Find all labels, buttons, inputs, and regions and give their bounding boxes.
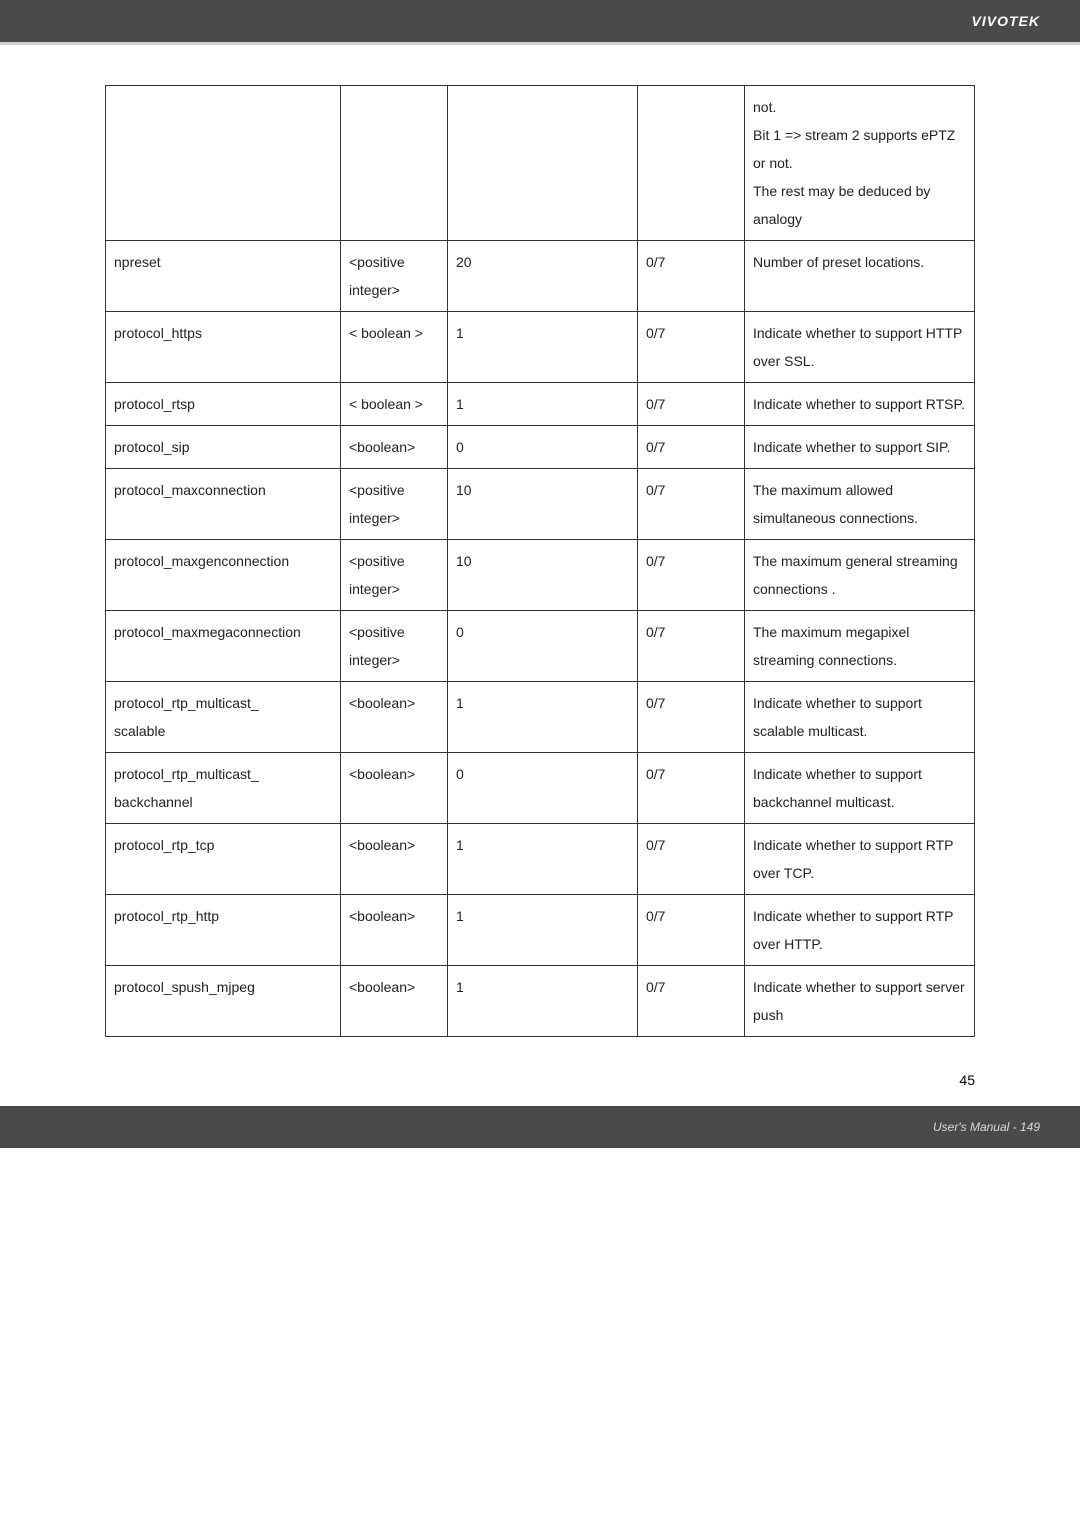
table-cell [106,86,341,241]
table-cell: protocol_maxmegaconnection [106,611,341,682]
table-cell: 1 [448,312,638,383]
table-cell: 0/7 [638,895,745,966]
table-cell: The maximum allowed simultaneous connect… [745,469,975,540]
table-cell: <boolean> [341,824,448,895]
table-cell: Indicate whether to support server push [745,966,975,1037]
table-cell: 0 [448,426,638,469]
table-row: protocol_spush_mjpeg<boolean>10/7Indicat… [106,966,975,1037]
table-cell: protocol_maxgenconnection [106,540,341,611]
table-row: protocol_rtp_http<boolean>10/7Indicate w… [106,895,975,966]
table-cell: <boolean> [341,753,448,824]
table-cell [448,86,638,241]
footer-text: User's Manual - 149 [933,1120,1040,1134]
table-cell: protocol_rtsp [106,383,341,426]
table-cell: 1 [448,383,638,426]
table-cell: The maximum megapixel streaming connecti… [745,611,975,682]
table-cell: Indicate whether to support SIP. [745,426,975,469]
table-cell: <boolean> [341,682,448,753]
table-cell: Indicate whether to support backchannel … [745,753,975,824]
table-row: protocol_rtp_multicast_ scalable<boolean… [106,682,975,753]
table-row: protocol_rtp_multicast_ backchannel<bool… [106,753,975,824]
table-row: protocol_https< boolean >10/7Indicate wh… [106,312,975,383]
table-cell: 0/7 [638,540,745,611]
table-cell: not. Bit 1 => stream 2 supports ePTZ or … [745,86,975,241]
table-row: protocol_maxconnection<positive integer>… [106,469,975,540]
table-cell: 0/7 [638,824,745,895]
table-cell: <boolean> [341,966,448,1037]
table-cell: 0/7 [638,383,745,426]
table-cell: 20 [448,241,638,312]
table-cell [638,86,745,241]
table-cell: protocol_rtp_http [106,895,341,966]
brand-text: VIVOTEK [972,13,1040,29]
table-cell: <boolean> [341,426,448,469]
table-cell: 1 [448,966,638,1037]
table-row: npreset<positive integer>200/7Number of … [106,241,975,312]
table-cell: < boolean > [341,312,448,383]
table-cell: 1 [448,682,638,753]
table-cell: <positive integer> [341,469,448,540]
table-cell: 1 [448,895,638,966]
table-cell: 0/7 [638,469,745,540]
table-cell: protocol_rtp_multicast_ scalable [106,682,341,753]
table-cell: 0/7 [638,241,745,312]
table-cell: 10 [448,540,638,611]
table-row: protocol_sip<boolean>00/7Indicate whethe… [106,426,975,469]
table-cell: <positive integer> [341,611,448,682]
header-bar: VIVOTEK [0,0,1080,42]
table-cell: 10 [448,469,638,540]
table-row: protocol_rtp_tcp<boolean>10/7Indicate wh… [106,824,975,895]
table-cell [341,86,448,241]
table-cell: 0/7 [638,682,745,753]
table-cell: Indicate whether to support RTP over TCP… [745,824,975,895]
table-cell: npreset [106,241,341,312]
table-cell: 0/7 [638,426,745,469]
table-cell: The maximum general streaming connection… [745,540,975,611]
table-cell: 0 [448,611,638,682]
table-row: protocol_maxmegaconnection<positive inte… [106,611,975,682]
table-cell: protocol_maxconnection [106,469,341,540]
parameter-table: not. Bit 1 => stream 2 supports ePTZ or … [105,85,975,1037]
table-cell: protocol_rtp_multicast_ backchannel [106,753,341,824]
table-cell: 0/7 [638,611,745,682]
table-cell: protocol_spush_mjpeg [106,966,341,1037]
table-cell: protocol_sip [106,426,341,469]
table-cell: Indicate whether to support RTSP. [745,383,975,426]
table-cell: protocol_rtp_tcp [106,824,341,895]
table-cell: 0/7 [638,966,745,1037]
table-cell: Number of preset locations. [745,241,975,312]
table-cell: < boolean > [341,383,448,426]
table-cell: 0 [448,753,638,824]
table-cell: <positive integer> [341,540,448,611]
page-number: 45 [0,1057,1080,1088]
table-cell: <positive integer> [341,241,448,312]
table-cell: Indicate whether to support scalable mul… [745,682,975,753]
table-cell: Indicate whether to support HTTP over SS… [745,312,975,383]
footer-bar: User's Manual - 149 [0,1106,1080,1148]
table-row: protocol_rtsp< boolean >10/7Indicate whe… [106,383,975,426]
table-cell: Indicate whether to support RTP over HTT… [745,895,975,966]
content-area: not. Bit 1 => stream 2 supports ePTZ or … [0,45,1080,1057]
table-cell: <boolean> [341,895,448,966]
table-row: not. Bit 1 => stream 2 supports ePTZ or … [106,86,975,241]
table-row: protocol_maxgenconnection<positive integ… [106,540,975,611]
table-cell: 1 [448,824,638,895]
table-cell: protocol_https [106,312,341,383]
table-cell: 0/7 [638,312,745,383]
table-cell: 0/7 [638,753,745,824]
